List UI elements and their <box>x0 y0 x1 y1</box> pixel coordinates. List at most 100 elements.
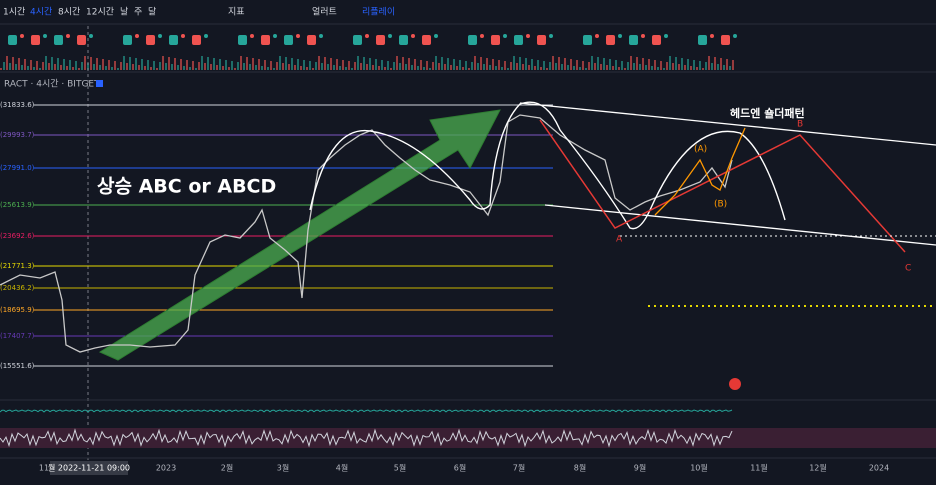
volume-bar <box>585 68 587 70</box>
interval-button[interactable]: 4시간 <box>30 7 52 18</box>
volume-bar <box>18 58 20 70</box>
volume-bar <box>342 60 344 70</box>
volume-bar <box>90 57 92 70</box>
volume-bar <box>615 60 617 70</box>
volume-bar <box>339 66 341 70</box>
volume-bar <box>441 57 443 70</box>
volume-bar <box>435 56 437 70</box>
marker <box>606 35 615 45</box>
marker <box>399 35 408 45</box>
marker <box>307 35 316 45</box>
volume-bar <box>279 56 281 70</box>
volume-bar <box>606 65 608 70</box>
fib-bg <box>0 260 34 272</box>
volume-bar <box>639 64 641 70</box>
marker <box>468 35 477 45</box>
indicators-button[interactable]: 지표 <box>228 7 245 18</box>
volume-bar <box>219 59 221 70</box>
volume-bar <box>243 63 245 70</box>
volume-bar <box>231 61 233 70</box>
volume-bar <box>405 64 407 70</box>
volume-bar <box>216 65 218 70</box>
volume-bar <box>186 60 188 70</box>
volume-bar <box>414 59 416 70</box>
marker <box>652 35 661 45</box>
volume-bar <box>312 68 314 70</box>
volume-bar <box>576 60 578 70</box>
marker <box>491 35 500 45</box>
volume-bar <box>114 61 116 70</box>
volume-bar <box>645 65 647 70</box>
volume-bar <box>459 60 461 70</box>
marker-dot <box>89 34 93 38</box>
interval-button[interactable]: 12시간 <box>86 7 114 18</box>
marker-dot <box>181 34 185 38</box>
marker <box>353 35 362 45</box>
volume-bar <box>693 60 695 70</box>
x-label: 9월 <box>634 463 646 473</box>
volume-bar <box>336 59 338 70</box>
volume-bar <box>552 56 554 70</box>
volume-bar <box>261 66 263 70</box>
x-label: 11월 <box>750 463 768 473</box>
flag-icon <box>96 80 103 87</box>
volume-bar <box>609 59 611 70</box>
marker <box>583 35 592 45</box>
marker-dot <box>296 34 300 38</box>
volume-bar <box>690 66 692 70</box>
interval-button[interactable]: 주 <box>134 7 142 18</box>
event-icon <box>729 378 741 390</box>
volume-bar <box>516 63 518 70</box>
volume-bar <box>81 62 83 70</box>
crosshair-label: 월 2022-11-21 09:00 <box>48 463 130 473</box>
volume-bar <box>102 59 104 70</box>
volume-bar <box>3 62 5 70</box>
volume-bar <box>99 65 101 70</box>
volume-bar <box>567 65 569 70</box>
volume-bar <box>411 65 413 70</box>
volume-bar <box>432 62 434 70</box>
interval-button[interactable]: 달 <box>148 6 156 18</box>
volume-bar <box>633 63 635 70</box>
volume-bar <box>471 62 473 70</box>
interval-button[interactable]: 8시간 <box>58 7 80 18</box>
volume-bar <box>396 56 398 70</box>
volume-bar <box>9 63 11 70</box>
x-label: 12월 <box>809 463 827 473</box>
wave-a: A <box>616 235 623 245</box>
alert-button[interactable]: 얼러트 <box>312 7 337 18</box>
fib-bg <box>0 360 34 372</box>
volume-bar <box>528 65 530 70</box>
fib-label: (27991.0) <box>0 164 35 172</box>
replay-button[interactable]: 리플레이 <box>362 7 395 18</box>
fib-label: (23692.6) <box>0 232 35 240</box>
volume-bar <box>594 63 596 70</box>
volume-bar <box>438 63 440 70</box>
interval-button[interactable]: 날 <box>120 7 128 18</box>
volume-bar <box>498 60 500 70</box>
marker <box>629 35 638 45</box>
volume-bar <box>453 59 455 70</box>
volume-bar <box>375 59 377 70</box>
volume-bar <box>6 56 8 70</box>
volume-bar <box>564 58 566 70</box>
fib-label: (25613.9) <box>0 201 35 209</box>
marker-dot <box>273 34 277 38</box>
volume-bar <box>591 56 593 70</box>
interval-button[interactable]: 1시간 <box>3 7 25 18</box>
marker <box>261 35 270 45</box>
marker-dot <box>664 34 668 38</box>
marker <box>238 35 247 45</box>
marker-dot <box>641 34 645 38</box>
volume-bar <box>162 56 164 70</box>
volume-bar <box>726 59 728 70</box>
marker <box>698 35 707 45</box>
volume-bar <box>30 60 32 70</box>
volume-bar <box>60 65 62 70</box>
volume-bar <box>84 56 86 70</box>
volume-bar <box>153 61 155 70</box>
volume-bar <box>126 63 128 70</box>
osc-band <box>0 428 936 448</box>
volume-bar <box>687 59 689 70</box>
